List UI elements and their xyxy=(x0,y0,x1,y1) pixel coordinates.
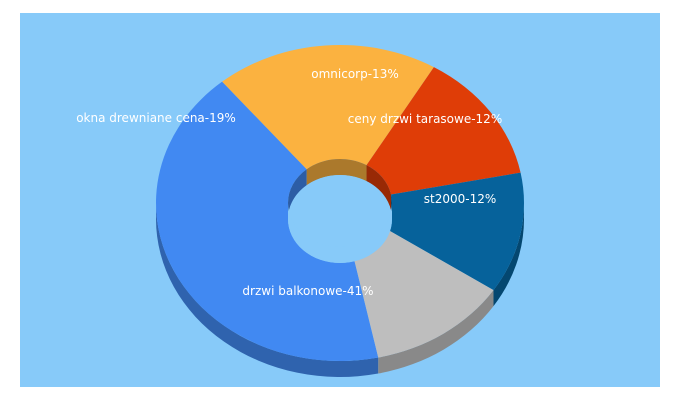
slice-drzwi-balkonowe[interactable] xyxy=(156,81,379,362)
donut-labels: drzwi balkonowe-41% okna drewniane cena-1… xyxy=(76,67,502,298)
slice-label: ceny drzwi tarasowe-12% xyxy=(348,112,502,126)
donut-hole xyxy=(288,175,392,263)
slice-outer-wall xyxy=(493,203,524,307)
slice-inner-wall xyxy=(306,159,367,186)
slice-st2000[interactable] xyxy=(350,227,494,358)
chart-panel: drzwi balkonowe-41% okna drewniane cena-1… xyxy=(20,13,660,387)
donut-top xyxy=(156,45,524,362)
slice-label: drzwi balkonowe-41% xyxy=(242,284,373,298)
slice-ceny-drzwi-tarasowe[interactable] xyxy=(383,172,524,291)
donut-sides xyxy=(155,203,524,377)
slice-inner-wall xyxy=(366,165,392,211)
slice-inner-wall xyxy=(288,169,307,219)
slice-label: omnicorp-13% xyxy=(311,67,398,81)
slice-label: st2000-12% xyxy=(424,192,497,206)
slice-label: okna drewniane cena-19% xyxy=(76,111,236,125)
donut-chart: drzwi balkonowe-41% okna drewniane cena-1… xyxy=(76,45,524,377)
slice-okna-drewniane-cena[interactable] xyxy=(222,45,434,170)
slice-omnicorp[interactable] xyxy=(366,67,521,195)
slice-outer-wall xyxy=(378,290,494,374)
donut-hole-front xyxy=(288,203,392,263)
